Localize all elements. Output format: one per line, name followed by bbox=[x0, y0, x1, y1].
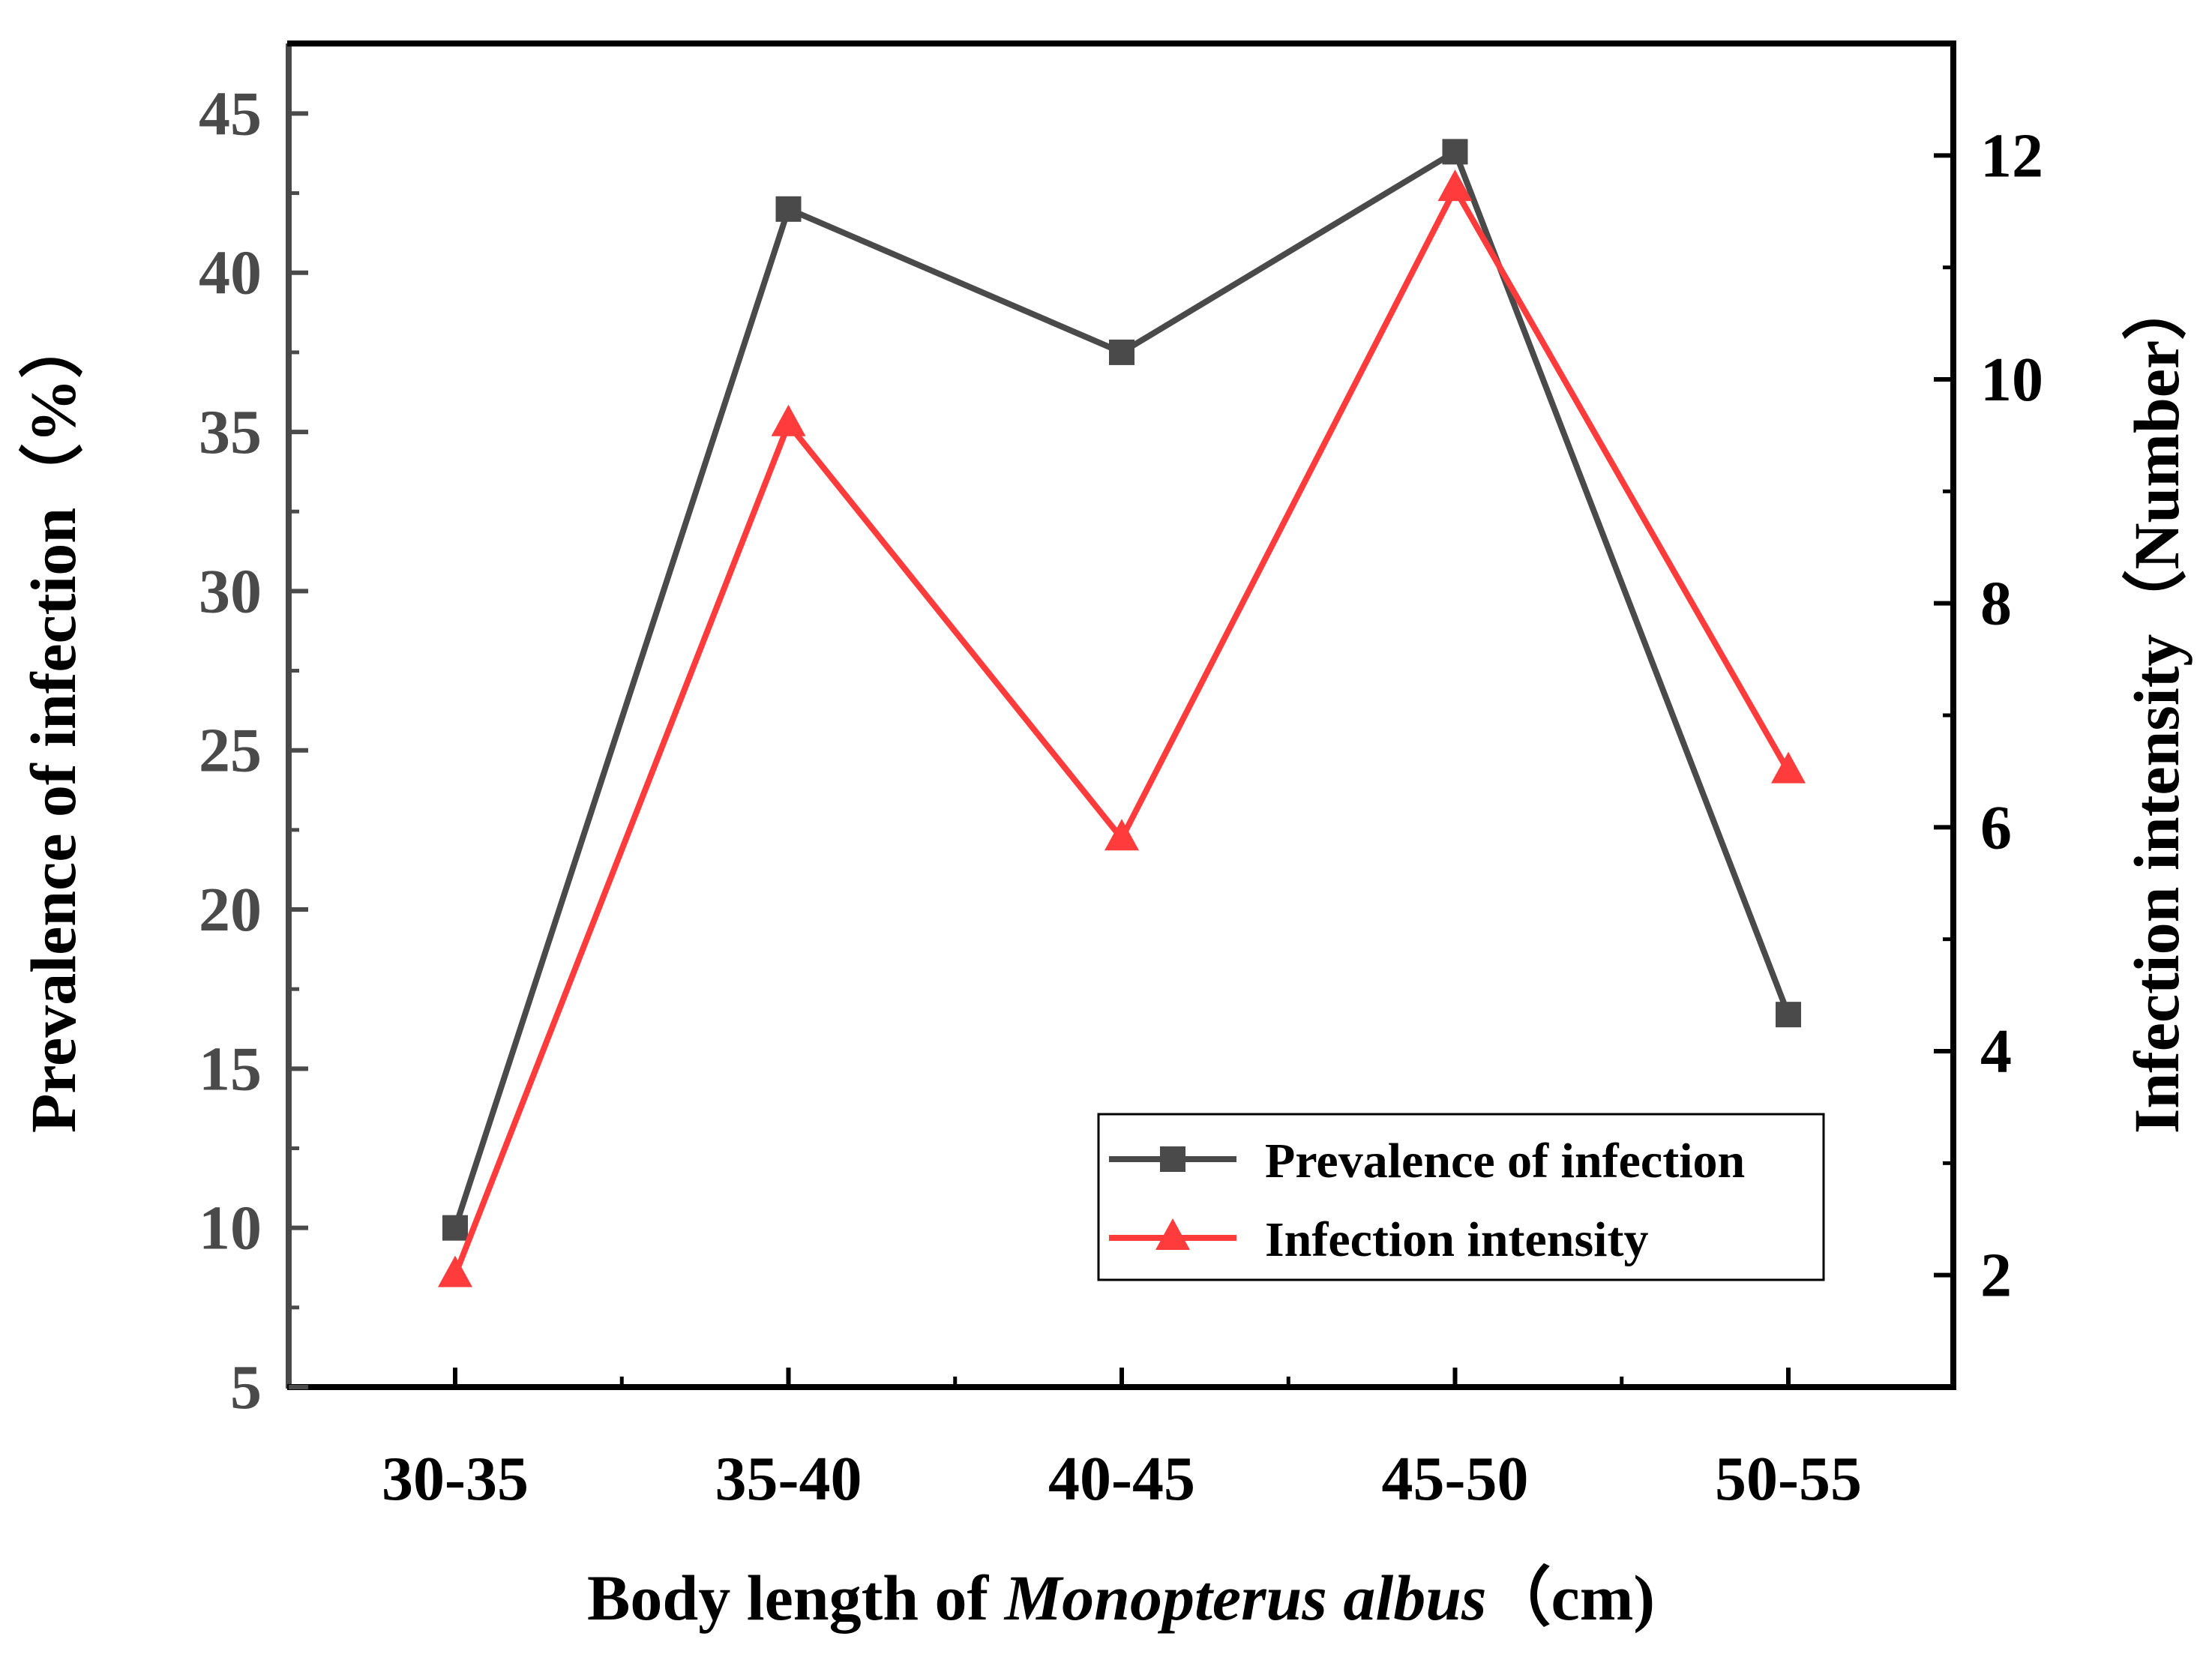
data-point-square bbox=[442, 1215, 468, 1241]
axis-titles: Body length of Monopterus albus（cm) Preva… bbox=[17, 276, 2193, 1634]
right-tick-label: 4 bbox=[1980, 1017, 2012, 1086]
legend-marker-triangle bbox=[1155, 1218, 1190, 1250]
left-tick-label: 30 bbox=[199, 556, 262, 626]
data-point-triangle bbox=[1771, 751, 1806, 784]
x-tick-label: 40-45 bbox=[1048, 1444, 1195, 1514]
left-tick-label: 10 bbox=[199, 1194, 262, 1263]
x-axis-title: Body length of Monopterus albus（cm) bbox=[587, 1562, 1655, 1634]
legend-label: Prevalence of infection bbox=[1265, 1134, 1745, 1188]
left-tick-label: 15 bbox=[199, 1034, 262, 1104]
series-intensity bbox=[438, 169, 1806, 1287]
x-tick-label: 45-50 bbox=[1382, 1444, 1529, 1514]
data-point-square bbox=[1109, 339, 1134, 365]
left-tick-label: 45 bbox=[199, 79, 262, 148]
right-tick-label: 2 bbox=[1980, 1241, 2012, 1311]
legend-item: Prevalence of infection bbox=[1109, 1134, 1745, 1188]
legend-box bbox=[1097, 1113, 1825, 1281]
x-axis-title-species: Monopterus albus bbox=[1003, 1562, 1487, 1634]
left-tick-label: 5 bbox=[230, 1353, 262, 1422]
legend-label: Infection intensity bbox=[1265, 1212, 1649, 1267]
series bbox=[438, 139, 1806, 1287]
x-axis-title-unit: （cm) bbox=[1487, 1562, 1655, 1634]
right-tick-label: 6 bbox=[1980, 793, 2012, 862]
data-point-square bbox=[1442, 139, 1468, 165]
right-tick-label: 10 bbox=[1980, 345, 2043, 415]
left-tick-label: 40 bbox=[199, 238, 262, 308]
left-tick-label: 35 bbox=[199, 397, 262, 467]
series-line bbox=[452, 148, 1791, 1229]
legend-item: Infection intensity bbox=[1109, 1212, 1649, 1267]
x-tick-label: 30-35 bbox=[382, 1444, 529, 1514]
data-point-square bbox=[775, 196, 802, 222]
data-point-triangle bbox=[1437, 169, 1473, 202]
left-tick-label: 25 bbox=[199, 716, 262, 786]
left-tick-label: 20 bbox=[199, 875, 262, 945]
data-point-square bbox=[1776, 1002, 1801, 1028]
legend: Prevalence of infection Infection intensi… bbox=[1097, 1113, 1825, 1281]
right-y-axis-title: Infection intensity（Number） bbox=[2121, 276, 2193, 1134]
right-tick-label: 12 bbox=[1980, 121, 2043, 190]
right-tick-label: 8 bbox=[1980, 569, 2012, 639]
ticks: 5 10 15 20 25 30 35 40 45 2 4 6 8 10 12 30-35 35-40 40-45… bbox=[199, 79, 2043, 1514]
data-point-triangle bbox=[771, 404, 806, 436]
x-tick-label: 35-40 bbox=[715, 1444, 862, 1514]
legend-marker-square bbox=[1160, 1146, 1185, 1172]
x-tick-label: 50-55 bbox=[1715, 1444, 1862, 1514]
data-point-triangle bbox=[1105, 819, 1139, 851]
left-y-axis-title: Prevalence of infection（%） bbox=[17, 314, 89, 1133]
x-axis-title-prefix: Body length of bbox=[587, 1562, 1005, 1634]
series-prevalence bbox=[442, 139, 1801, 1241]
data-point-triangle bbox=[438, 1255, 472, 1287]
